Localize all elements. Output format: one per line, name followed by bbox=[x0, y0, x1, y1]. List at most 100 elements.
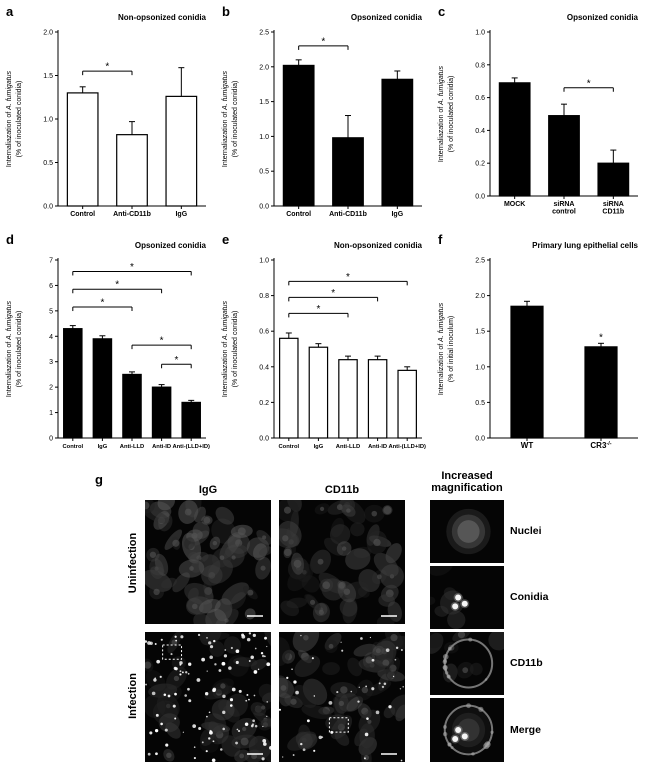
significance-star: * bbox=[316, 304, 320, 315]
y-tick-label: 0.0 bbox=[475, 436, 485, 443]
panel-e: e Non-opsonized conidia Internaliazation … bbox=[218, 230, 432, 458]
chart-e: Non-opsonized conidia Internaliazation of… bbox=[218, 230, 432, 458]
chart-svg-f: Primary lung epithelial cells Internaliza… bbox=[438, 241, 639, 450]
x-category-label: Control bbox=[278, 444, 299, 450]
y-axis-label-line2: (% of inoculated conidia) bbox=[232, 81, 239, 158]
y-tick-label: 2.0 bbox=[43, 30, 53, 37]
chart-title: Primary lung epithelial cells bbox=[532, 241, 638, 250]
chart-f: Primary lung epithelial cells Internaliza… bbox=[434, 230, 648, 458]
y-tick-label: 2.5 bbox=[259, 30, 269, 37]
panel-d: d Opsonized conidia Internaliazation of A… bbox=[2, 230, 216, 458]
y-axis-label-line2: (% of inoculated conidia) bbox=[16, 81, 23, 158]
y-tick-label: 1.0 bbox=[259, 134, 269, 141]
y-tick-label: 1.0 bbox=[259, 258, 269, 265]
row-label-infection: Infection bbox=[127, 673, 139, 719]
y-tick-label: 0.0 bbox=[43, 204, 53, 211]
chart-svg-a: Non-opsonized conidia Internaliazation of… bbox=[6, 13, 207, 218]
bar bbox=[116, 134, 148, 207]
chart-title: Opsonized conidia bbox=[135, 241, 207, 250]
y-tick-label: 0.4 bbox=[259, 364, 269, 371]
y-tick-label: 3 bbox=[49, 359, 53, 366]
chart-svg-c: Opsonized conidia Internaliazation of A. … bbox=[438, 13, 639, 216]
y-axis-label-line1: Internaliazation of A. fumigatus bbox=[6, 300, 13, 397]
x-category-label: Anti-LLD bbox=[120, 444, 144, 450]
panel-letter-c: c bbox=[438, 4, 446, 19]
panel-letter-a: a bbox=[6, 4, 14, 19]
y-tick-label: 0.5 bbox=[43, 160, 53, 167]
y-tick-label: 1.5 bbox=[475, 329, 485, 336]
chart-a: Non-opsonized conidia Internaliazation of… bbox=[2, 2, 216, 226]
y-tick-label: 0.2 bbox=[475, 161, 485, 168]
mag-header-line2: magnification bbox=[431, 482, 503, 494]
significance-star: * bbox=[105, 62, 109, 73]
y-tick-label: 0.8 bbox=[259, 293, 269, 300]
mag-label-cd11b: CD11b bbox=[510, 657, 543, 669]
chart-title: Non-opsonized conidia bbox=[118, 13, 207, 22]
column-header-increased-magnification: Increased magnification bbox=[418, 470, 516, 494]
x-category-label: CR3-/- bbox=[590, 441, 611, 450]
y-axis-label-line2: (% of inoculated conidia) bbox=[448, 76, 455, 153]
x-category-label: Anti-CD11b bbox=[329, 211, 367, 218]
bar bbox=[367, 359, 388, 439]
bar bbox=[381, 78, 414, 207]
x-category-label: IgG bbox=[391, 211, 403, 218]
bar bbox=[165, 95, 198, 207]
bar bbox=[308, 346, 329, 439]
chart-title: Opsonized conidia bbox=[567, 13, 639, 22]
y-tick-label: 1.0 bbox=[475, 364, 485, 371]
bar bbox=[548, 115, 580, 197]
y-tick-label: 1.5 bbox=[43, 73, 53, 80]
micrograph-image bbox=[430, 566, 504, 629]
micrograph-uninfection-igg bbox=[145, 500, 271, 624]
significance-star: * bbox=[130, 262, 134, 273]
significance-star: * bbox=[587, 78, 591, 89]
magnified-region-box bbox=[162, 644, 183, 660]
y-axis-label-line2: (% of inoculated conidia) bbox=[16, 311, 23, 388]
micrograph-image bbox=[145, 500, 271, 624]
bar bbox=[498, 82, 531, 197]
significance-star: * bbox=[321, 36, 325, 47]
chart-title: Opsonized conidia bbox=[351, 13, 423, 22]
x-category-label: Anti-(LLD+ID) bbox=[172, 444, 210, 450]
bar bbox=[584, 346, 618, 439]
significance-star: * bbox=[115, 280, 119, 291]
x-category-label: Control bbox=[70, 211, 95, 218]
chart-d: Opsonized conidia Internaliazation of A. … bbox=[2, 230, 216, 458]
y-axis-label-line2: (% of inoculated conidia) bbox=[232, 311, 239, 388]
y-tick-label: 0.6 bbox=[259, 329, 269, 336]
bar bbox=[332, 137, 364, 207]
y-axis-label-line1: Internaliazation of A. fumigatus bbox=[6, 70, 13, 167]
panel-letter-b: b bbox=[222, 4, 230, 19]
y-axis-label-line1: Internaliazation of A. fumigatus bbox=[222, 300, 229, 397]
x-category-label: Anti-ID bbox=[368, 444, 387, 450]
bar bbox=[122, 373, 142, 439]
y-tick-label: 5 bbox=[49, 308, 53, 315]
x-category-label: siRNA control bbox=[552, 201, 576, 216]
panel-letter-f: f bbox=[438, 232, 443, 247]
micrograph-image bbox=[430, 698, 504, 762]
x-category-label: Anti-CD11b bbox=[113, 211, 151, 218]
bar bbox=[92, 338, 113, 439]
mag-label-nuclei: Nuclei bbox=[510, 525, 542, 537]
y-tick-label: 0.0 bbox=[475, 194, 485, 201]
mag-label-merge: Merge bbox=[510, 724, 541, 736]
x-category-label: Anti-LLD bbox=[336, 444, 360, 450]
panel-f: f Primary lung epithelial cells Internali… bbox=[434, 230, 648, 458]
y-tick-label: 4 bbox=[49, 334, 53, 341]
bar bbox=[151, 386, 172, 439]
y-axis-label-line2: (% of initial inoculum) bbox=[448, 316, 455, 383]
y-tick-label: 7 bbox=[49, 258, 53, 265]
panel-letter-d: d bbox=[6, 232, 14, 247]
y-tick-label: 2.0 bbox=[259, 64, 269, 71]
micrograph-uninfection-cd11b bbox=[279, 500, 405, 624]
micrograph-magnified-cd11b bbox=[430, 632, 504, 695]
magnified-region-box bbox=[328, 717, 349, 733]
micrograph-magnified-conidia bbox=[430, 566, 504, 629]
panel-letter-g: g bbox=[95, 472, 103, 487]
chart-svg-d: Opsonized conidia Internaliazation of A. … bbox=[6, 241, 210, 450]
bar bbox=[279, 337, 299, 439]
x-category-label: MOCK bbox=[504, 201, 525, 208]
bar bbox=[282, 64, 315, 207]
x-category-label: WT bbox=[521, 441, 534, 450]
